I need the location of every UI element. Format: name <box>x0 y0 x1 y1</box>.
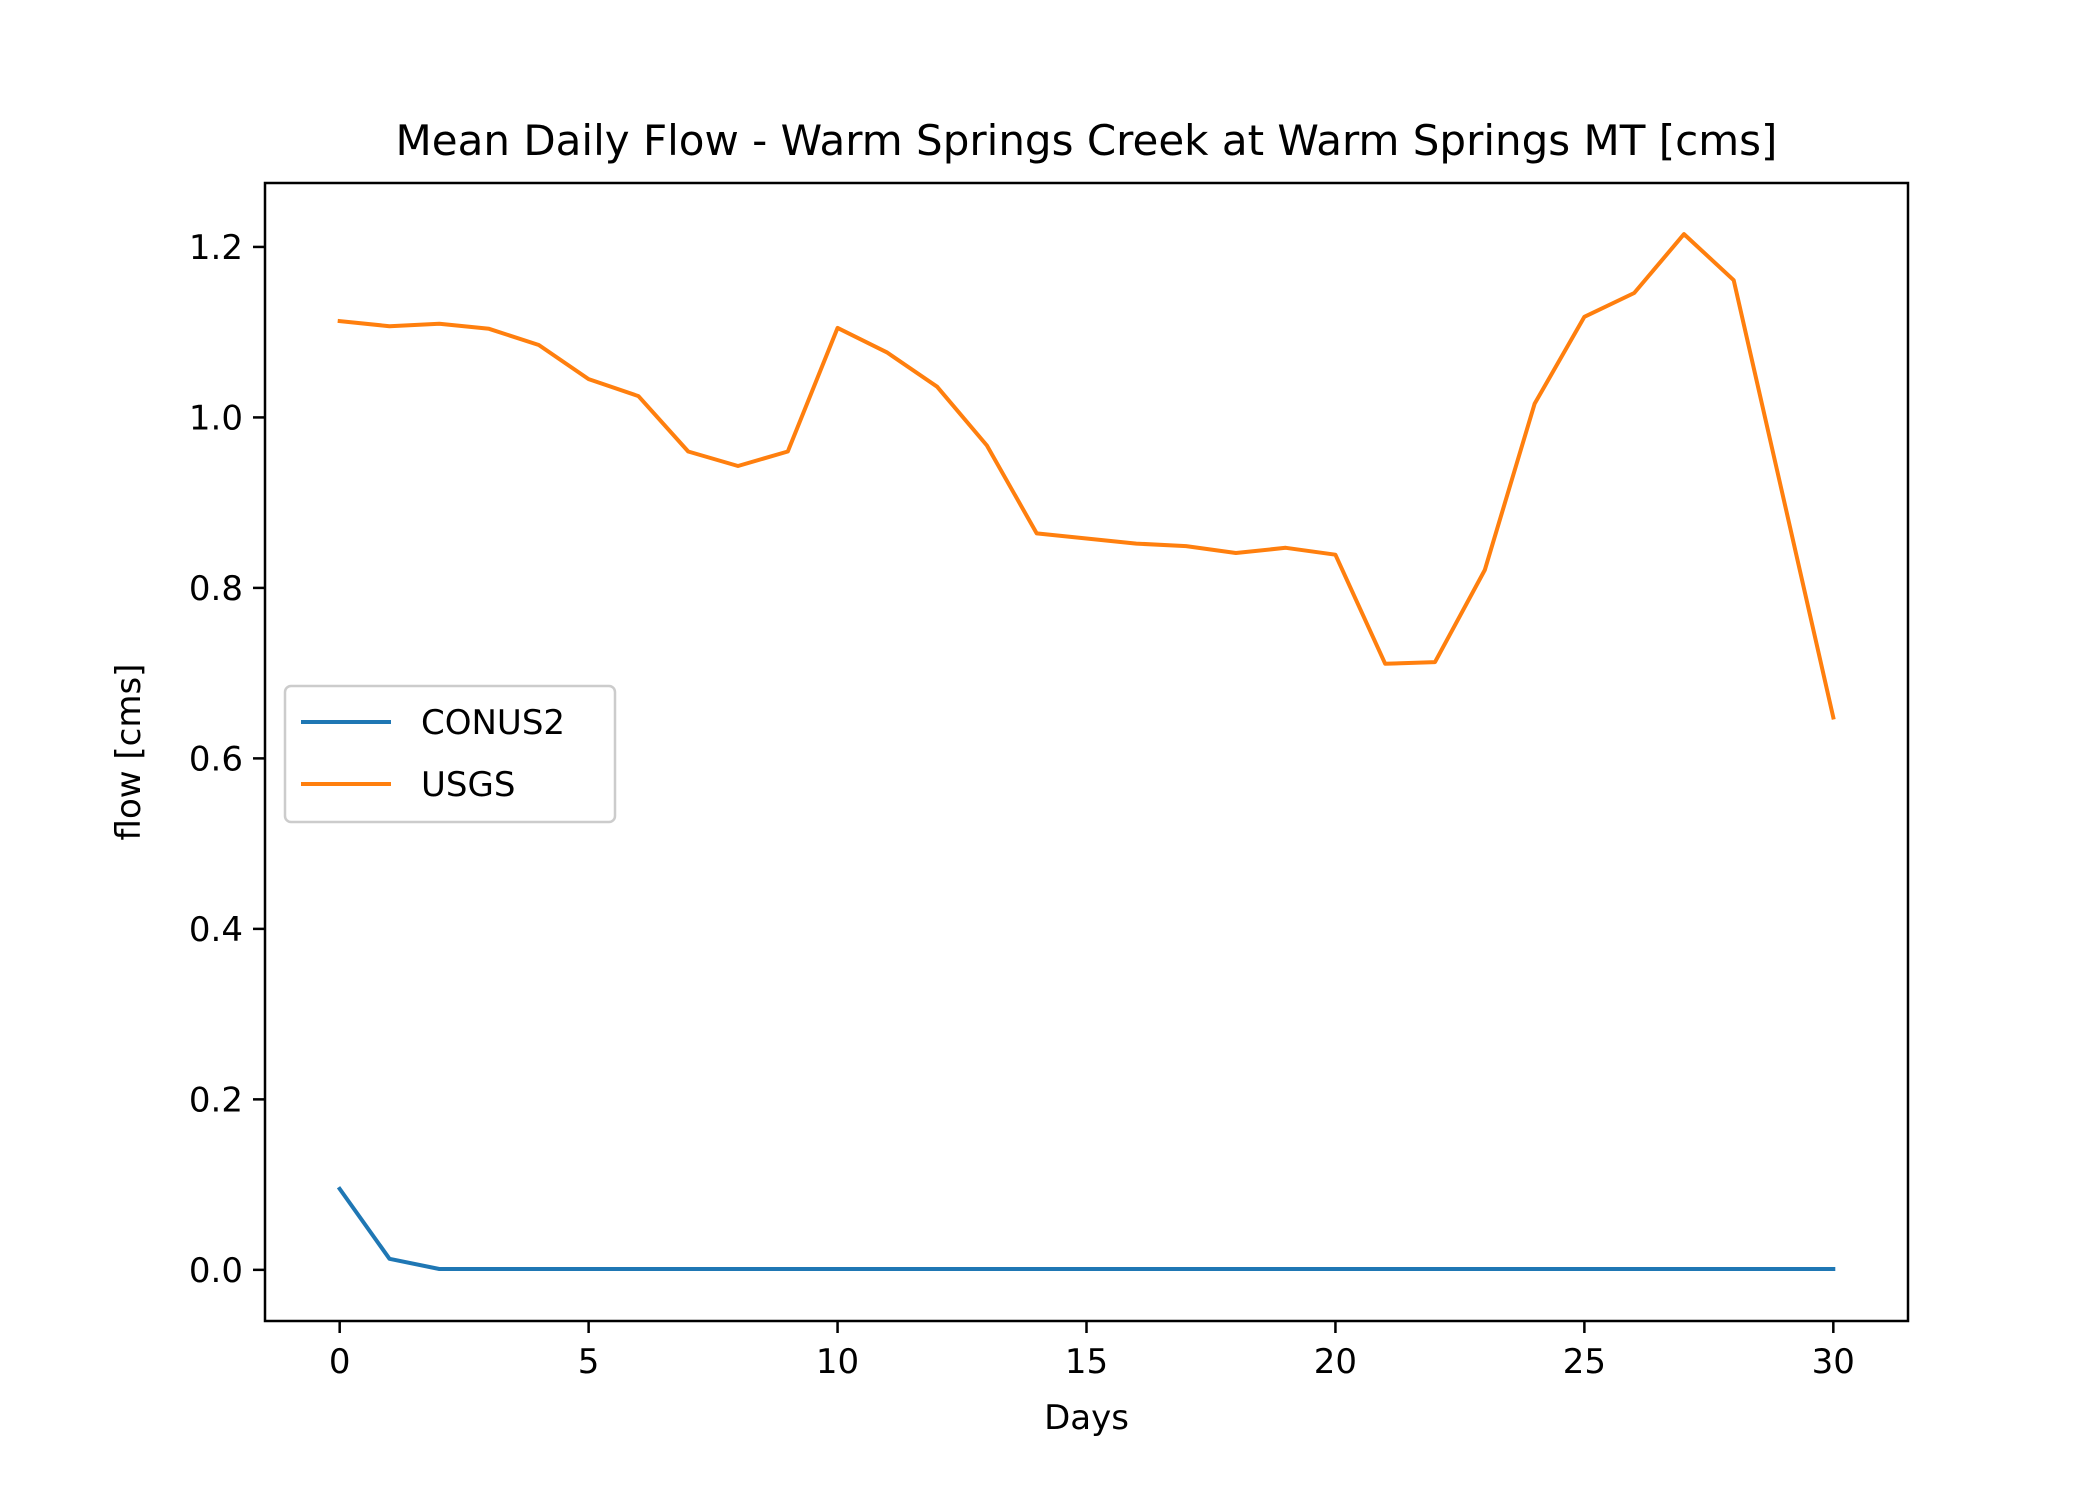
y-tick-label: 1.2 <box>189 228 243 268</box>
y-tick-label: 0.0 <box>189 1251 243 1291</box>
y-tick-label: 1.0 <box>189 398 243 438</box>
y-tick-label: 0.8 <box>189 569 243 609</box>
x-axis: 0 5 10 15 20 25 30 <box>329 1321 1855 1382</box>
chart-title: Mean Daily Flow - Warm Springs Creek at … <box>396 116 1778 165</box>
series-layer <box>336 232 1836 1271</box>
series-line-usgs <box>337 232 1836 720</box>
x-tick-label: 25 <box>1563 1342 1606 1382</box>
y-tick-label: 0.6 <box>189 739 243 779</box>
legend: CONUS2 USGS <box>283 684 617 824</box>
legend-label: CONUS2 <box>421 703 565 743</box>
x-tick-label: 10 <box>816 1342 859 1382</box>
y-axis: 0.0 0.2 0.4 0.6 0.8 1.0 1.2 <box>189 228 265 1291</box>
legend-label: USGS <box>421 765 515 805</box>
y-axis-label: flow [cms] <box>109 664 149 841</box>
y-tick-label: 0.2 <box>189 1080 243 1120</box>
x-tick-label: 20 <box>1314 1342 1357 1382</box>
x-axis-label: Days <box>1044 1398 1129 1438</box>
x-tick-label: 5 <box>578 1342 600 1382</box>
x-tick-label: 15 <box>1065 1342 1108 1382</box>
x-tick-label: 30 <box>1812 1342 1855 1382</box>
y-tick-label: 0.4 <box>189 910 243 950</box>
series-line-conus2 <box>336 1186 1836 1271</box>
x-tick-label: 0 <box>329 1342 351 1382</box>
